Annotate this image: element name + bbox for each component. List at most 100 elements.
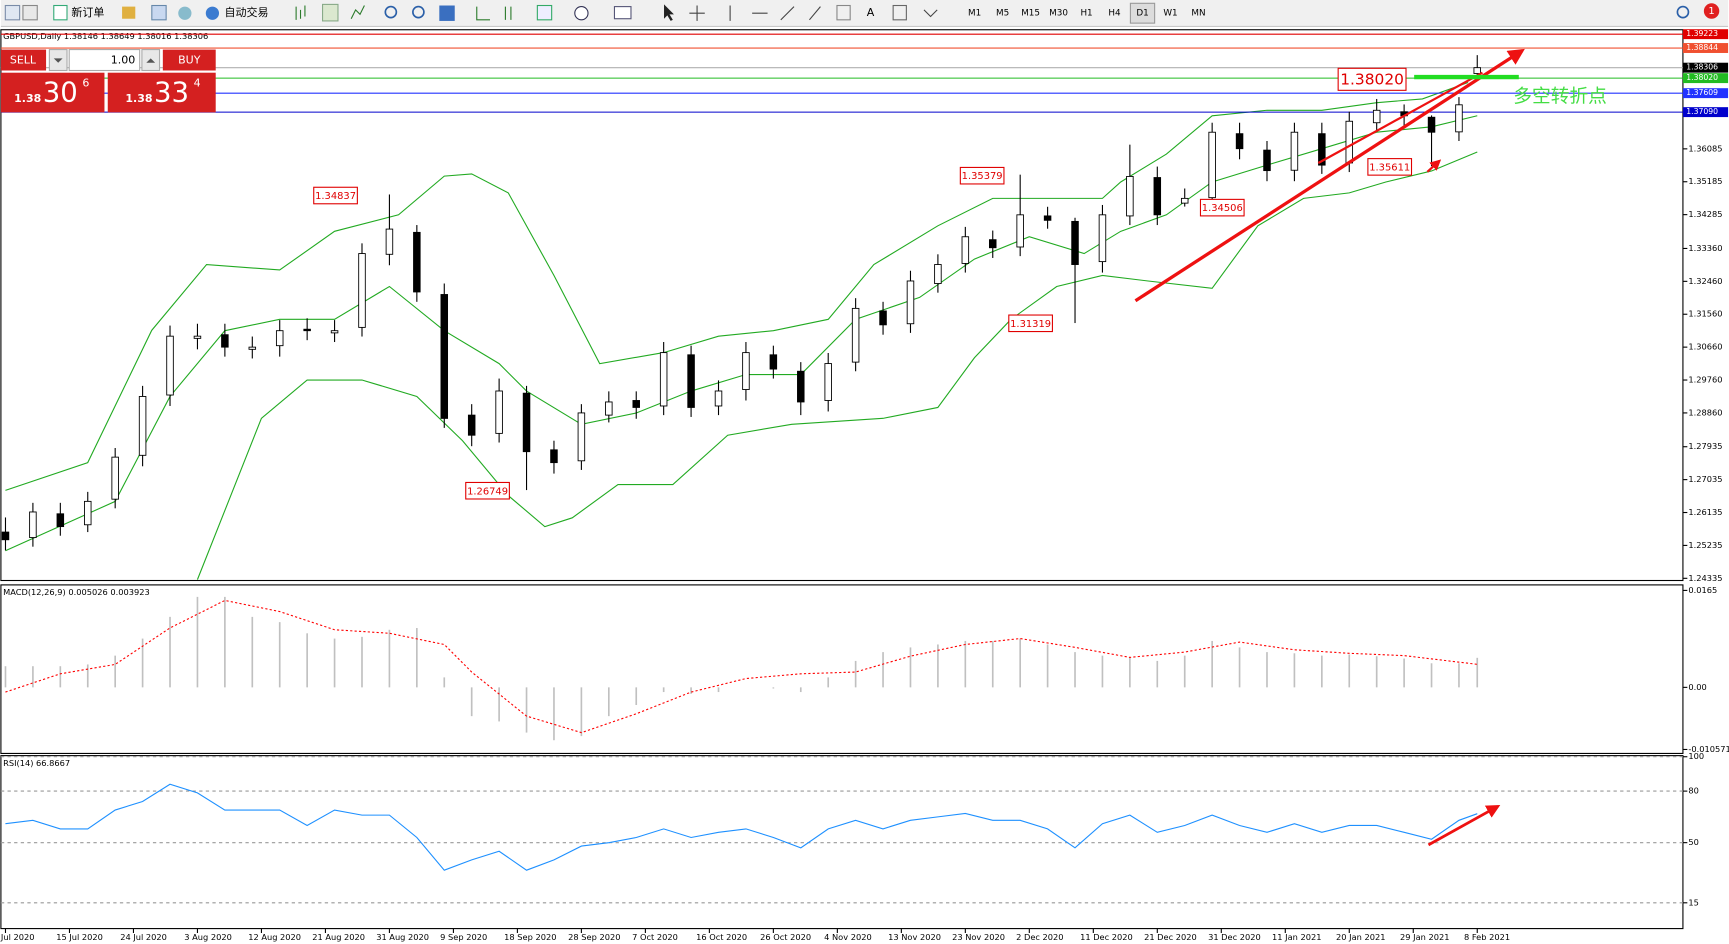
price-level-label: 1.39223 <box>1686 29 1718 38</box>
icon[interactable] <box>536 4 553 21</box>
trend-line <box>1134 48 1525 303</box>
bollinger-band <box>196 151 1478 580</box>
candle-body <box>605 401 613 416</box>
candle-body <box>769 354 778 370</box>
x-tick-label: 24 Jul 2020 <box>120 932 167 942</box>
x-tick-label: 21 Dec 2020 <box>1144 932 1197 942</box>
line-tools[interactable] <box>729 5 821 21</box>
sell-button[interactable] <box>0 49 47 71</box>
x-tick-label: 28 Sep 2020 <box>568 932 620 942</box>
lot-input[interactable] <box>68 49 141 72</box>
price-level-label: 1.37609 <box>1686 88 1718 97</box>
icon[interactable] <box>4 4 21 21</box>
sell-label[interactable]: SELL <box>10 54 37 67</box>
candle-body <box>1263 149 1271 172</box>
pivot-note: 多空转折点 <box>1513 86 1607 107</box>
x-tick-label: 20 Jan 2021 <box>1336 932 1385 942</box>
new-order-button[interactable]: 新订单 <box>71 5 104 19</box>
timeframe-button[interactable]: MN <box>1191 9 1205 19</box>
timeframe-button[interactable]: H1 <box>1080 9 1092 19</box>
timeframe-button[interactable]: W1 <box>1163 9 1177 19</box>
price-annotation-box <box>959 166 1005 185</box>
timeframe-button[interactable]: M15 <box>1021 9 1040 19</box>
price-annotation: 1.26749 <box>467 486 508 497</box>
x-tick-label: 13 Nov 2020 <box>888 932 941 942</box>
candle-body <box>1235 133 1244 150</box>
rsi-trend-arrow <box>1427 804 1501 847</box>
trade-panel: SELL 1.00 BUY 1.38 30 6 1.38 33 4 <box>0 49 216 113</box>
y-tick-label: 15 <box>1688 897 1699 907</box>
price-annotation: 1.34506 <box>1202 203 1243 214</box>
text-tool[interactable]: A <box>867 6 875 19</box>
price-annotation-box <box>465 481 510 500</box>
icon[interactable] <box>178 6 192 20</box>
icon[interactable] <box>322 3 339 22</box>
candle-body <box>1098 214 1107 263</box>
y-tick-label: 1.34285 <box>1688 209 1722 219</box>
y-tick-label: 1.33360 <box>1688 243 1722 253</box>
x-tick-label: 16 Oct 2020 <box>696 932 747 942</box>
timeframe-button[interactable]: H4 <box>1108 9 1121 19</box>
timeframe-button[interactable]: M30 <box>1049 9 1068 19</box>
arrows-tool[interactable] <box>923 9 938 18</box>
lot-value[interactable]: 1.00 <box>111 54 136 67</box>
candle-body <box>413 231 421 293</box>
icon[interactable] <box>350 5 365 19</box>
timeframe-button[interactable]: M1 <box>968 9 981 19</box>
ask-box[interactable] <box>107 72 216 113</box>
tile-icon[interactable] <box>439 5 455 21</box>
ask-big-figure: 1.38 <box>125 92 152 105</box>
zoom-in[interactable] <box>384 5 398 19</box>
icon[interactable] <box>22 4 38 21</box>
ask-pips: 33 <box>154 77 189 109</box>
chart-type-icons[interactable] <box>295 3 365 22</box>
timeframe-button[interactable]: M5 <box>996 9 1009 19</box>
x-tick-label: 23 Nov 2020 <box>952 932 1005 942</box>
buy-button[interactable] <box>162 49 216 71</box>
icon[interactable] <box>151 4 167 21</box>
y-tick-label: 1.25235 <box>1688 540 1722 550</box>
rsi-line <box>5 783 1478 871</box>
y-tick-label: 80 <box>1688 786 1699 796</box>
zoom-out[interactable] <box>412 5 425 19</box>
y-tick-label: 1.27935 <box>1688 441 1722 451</box>
buy-label[interactable]: BUY <box>178 54 201 67</box>
y-tick-label: 1.29760 <box>1688 375 1722 385</box>
icon[interactable] <box>295 5 306 20</box>
x-tick-label: 11 Dec 2020 <box>1080 932 1133 942</box>
price-level-label: 1.38844 <box>1686 43 1718 52</box>
fibo-tool[interactable] <box>836 4 851 21</box>
crosshair-tool[interactable] <box>689 5 705 21</box>
candle-body <box>632 400 640 408</box>
x-tick-label: 8 Feb 2021 <box>1464 932 1510 942</box>
price-level-box <box>1682 107 1729 118</box>
label-tool[interactable] <box>892 4 907 21</box>
timeframe-button[interactable]: D1 <box>1136 9 1148 19</box>
notification-count[interactable]: 1 <box>1708 6 1714 17</box>
templates-icon[interactable] <box>613 6 632 20</box>
bid-box[interactable] <box>0 72 105 113</box>
chart-macd: 0.0165 0.00 -0.010571 MACD(12,26,9) 0.00502… <box>3 585 1729 754</box>
candle-body <box>906 280 915 325</box>
auto-trading-button[interactable]: 自动交易 <box>225 5 269 19</box>
charts <box>0 29 1684 930</box>
periods-icon[interactable] <box>574 6 589 21</box>
price-level-label: 1.38306 <box>1686 63 1718 72</box>
candle-body <box>193 335 202 339</box>
cursor-tool[interactable] <box>664 4 674 21</box>
new-order-icon[interactable] <box>53 4 68 21</box>
price-annotation-box <box>1199 198 1245 217</box>
icon[interactable] <box>476 6 512 21</box>
candle-body <box>330 330 339 334</box>
candle-body <box>1318 133 1326 166</box>
x-tick-label: 18 Sep 2020 <box>504 932 556 942</box>
x-tick-label: 31 Dec 2020 <box>1208 932 1261 942</box>
notification-badge[interactable] <box>1703 3 1720 19</box>
search[interactable] <box>1676 5 1690 19</box>
bollinger-band <box>5 81 1469 491</box>
candle-body <box>550 449 558 464</box>
candle-body <box>166 335 174 396</box>
toolbar: 新订单 自动交易 A M1 M5 M15 M30 H1 H4 D1 W1 MN 1 <box>0 0 1729 27</box>
icon[interactable] <box>122 6 136 19</box>
auto-trading-icon[interactable] <box>205 6 220 20</box>
